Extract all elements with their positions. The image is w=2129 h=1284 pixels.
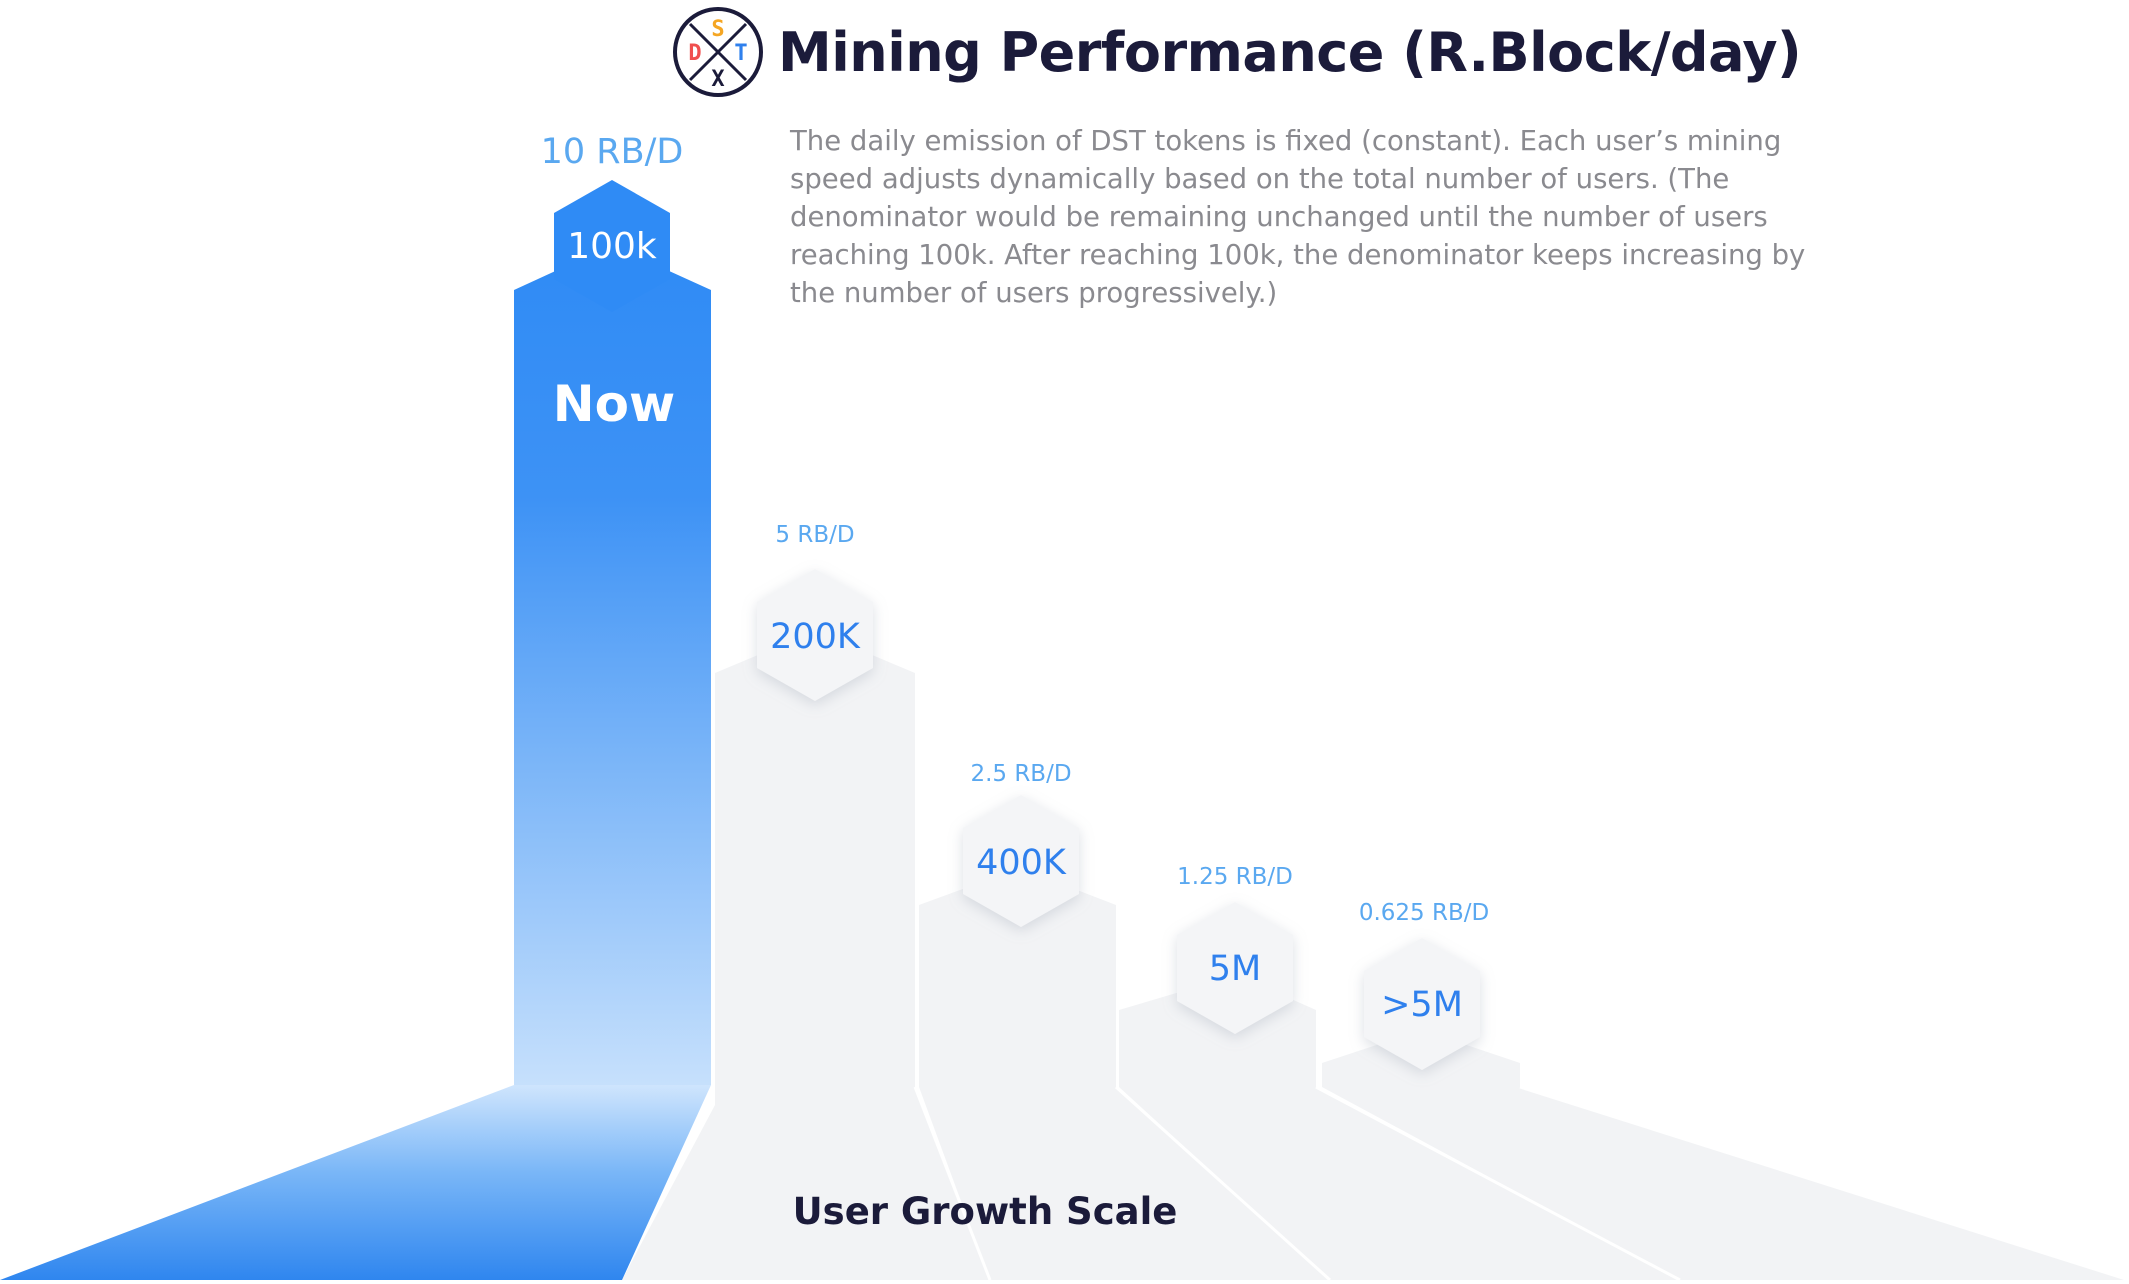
stage-users: 400K (976, 843, 1067, 883)
stage-users: 5M (1209, 949, 1261, 989)
current-rate: 10 RB/D (541, 132, 684, 172)
hexagon-400k (963, 795, 1079, 927)
hexagon-200k (757, 569, 873, 701)
stage-5m: 5M 1.25 RB/D (1177, 864, 1293, 1034)
stage-rate: 2.5 RB/D (970, 761, 1071, 787)
stage-column-5m (1119, 975, 1680, 1280)
stage-rate: 1.25 RB/D (1177, 864, 1293, 890)
dst-logo: S D T X (673, 7, 763, 97)
stage-rate: 0.625 RB/D (1359, 900, 1489, 926)
logo-letter-s: S (711, 17, 724, 42)
stage-column-400k (919, 868, 1330, 1280)
stage-over-5m: >5M 0.625 RB/D (1359, 900, 1489, 1070)
stage-users: 200K (770, 617, 861, 657)
logo-letter-t: T (734, 41, 747, 66)
hexagon-over-5m (1364, 938, 1480, 1070)
current-column: 100k Now 10 RB/D (0, 132, 711, 1280)
description: The daily emission of DST tokens is fixe… (790, 125, 1806, 309)
stage-400k: 400K 2.5 RB/D (963, 761, 1079, 927)
current-label: Now (553, 375, 675, 433)
header: S D T X Mining Performance (R.Block/day) (672, 6, 1802, 98)
page-title: Mining Performance (R.Block/day) (778, 20, 1802, 84)
stage-columns (622, 631, 2129, 1282)
axis-label: User Growth Scale (792, 1190, 1178, 1233)
logo-letter-x: X (711, 67, 724, 92)
current-bar (514, 245, 711, 1085)
current-users: 100k (567, 226, 657, 267)
hexagon-100k (554, 180, 670, 312)
stage-rate: 5 RB/D (775, 522, 854, 548)
hexagon-5m (1177, 902, 1293, 1034)
current-floor (0, 1085, 711, 1280)
stage-users: >5M (1381, 985, 1463, 1025)
stage-column-200k (622, 631, 990, 1280)
stage-200k: 200K 5 RB/D (757, 522, 873, 701)
logo-letter-d: D (688, 41, 701, 66)
